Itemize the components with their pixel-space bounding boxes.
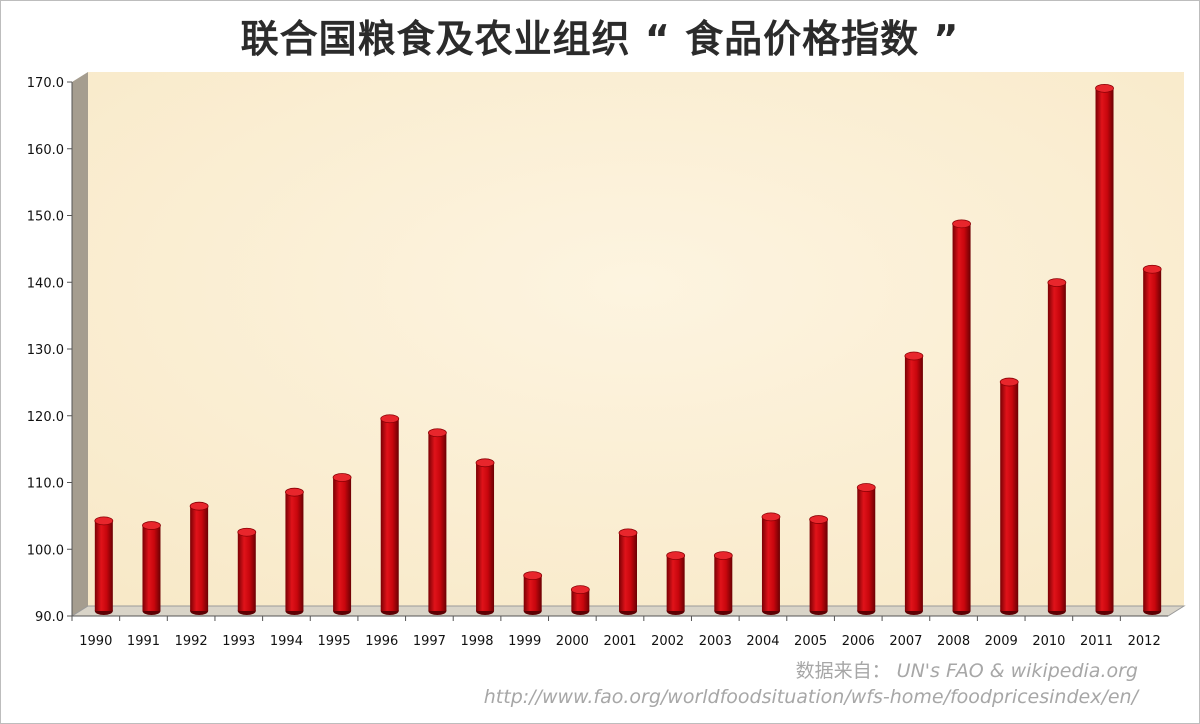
bar	[332, 473, 352, 615]
bar	[189, 501, 209, 615]
x-tick-label: 1994	[270, 634, 303, 649]
x-tick-label: 2003	[699, 634, 732, 649]
bar	[713, 551, 733, 615]
y-tick-label: 110.0	[27, 477, 64, 492]
bar	[856, 483, 876, 615]
bar	[94, 516, 114, 615]
bar	[1047, 278, 1067, 615]
y-tick-label: 100.0	[27, 543, 64, 558]
bar	[1142, 264, 1162, 615]
bar	[142, 521, 161, 615]
bar	[904, 351, 924, 615]
x-tick-label: 2005	[794, 634, 827, 649]
x-tick-label: 2004	[746, 634, 779, 649]
x-tick-label: 2000	[556, 634, 589, 649]
source-value: UN's FAO & wikipedia.org	[896, 660, 1138, 682]
source-note: 数据来自： UN's FAO & wikipedia.org http://ww…	[484, 658, 1138, 710]
source-url: http://www.fao.org/worldfoodsituation/wf…	[483, 686, 1138, 708]
x-tick-label: 2001	[603, 634, 636, 649]
bar	[523, 571, 543, 615]
y-tick-label: 130.0	[27, 343, 64, 358]
x-tick-label: 2006	[842, 634, 875, 649]
bar	[952, 219, 971, 615]
bar	[427, 428, 447, 615]
x-axis: 1990 1991 1992 1993 1994 1995 1996 1997 1998 1999…	[71, 615, 1168, 649]
bar	[761, 512, 781, 615]
y-tick-label: 170.0	[27, 76, 64, 91]
x-tick-label: 1997	[413, 634, 446, 649]
y-axis: 90.0 100.0 110.0 120.0 130.0 140.0 150.0 160.0 1…	[27, 76, 73, 625]
x-tick-label: 1995	[318, 634, 351, 649]
bar	[999, 377, 1019, 615]
x-tick-label: 1999	[508, 634, 541, 649]
bar	[618, 528, 638, 615]
y-tick-label: 140.0	[27, 276, 64, 291]
x-tick-label: 1996	[365, 634, 398, 649]
y-tick-label: 150.0	[27, 210, 64, 225]
x-tick-label: 2012	[1128, 634, 1161, 649]
source-label: 数据来自：	[795, 660, 891, 682]
x-tick-label: 1992	[175, 634, 208, 649]
bar	[475, 458, 495, 615]
y-tick-label: 120.0	[27, 410, 64, 425]
x-tick-label: 1990	[79, 634, 112, 649]
x-tick-label: 1998	[460, 634, 493, 649]
x-tick-label: 2010	[1032, 634, 1065, 649]
x-tick-label: 2007	[889, 634, 922, 649]
chart-title: 联合国粮食及农业组织 “ 食品价格指数 ”	[240, 17, 960, 61]
side-wall	[72, 72, 88, 616]
bar	[285, 487, 304, 615]
bar	[666, 551, 686, 615]
bar	[1095, 83, 1114, 615]
x-tick-label: 1991	[127, 634, 160, 649]
x-tick-label: 2002	[651, 634, 684, 649]
y-tick-label: 90.0	[35, 610, 64, 625]
x-tick-label: 1993	[222, 634, 255, 649]
x-tick-label: 2009	[985, 634, 1018, 649]
bars	[94, 83, 1162, 615]
bar	[570, 585, 590, 615]
bar	[237, 527, 257, 615]
x-tick-label: 2008	[937, 634, 970, 649]
y-tick-label: 160.0	[27, 143, 64, 158]
bar	[380, 414, 400, 615]
x-tick-label: 2011	[1080, 634, 1113, 649]
back-wall	[88, 72, 1184, 606]
bar	[809, 515, 829, 615]
